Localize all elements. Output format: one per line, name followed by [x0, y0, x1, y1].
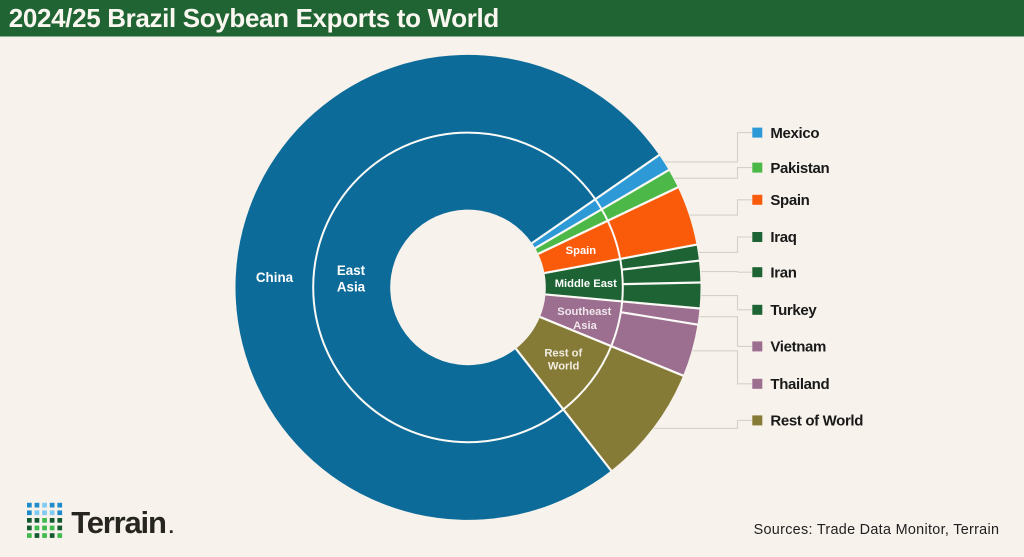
svg-text:Asia: Asia [337, 279, 366, 294]
svg-text:World: World [548, 361, 580, 373]
svg-text:East: East [337, 263, 366, 278]
svg-text:Iran: Iran [770, 264, 796, 281]
svg-text:Terrain: Terrain [71, 505, 166, 540]
svg-text:Spain: Spain [566, 245, 597, 257]
svg-text:Sources: Trade Data Monitor, T: Sources: Trade Data Monitor, Terrain [754, 522, 1000, 538]
svg-text:Asia: Asia [573, 320, 597, 332]
svg-text:Rest of World: Rest of World [770, 413, 863, 430]
svg-text:Turkey: Turkey [770, 302, 817, 319]
svg-text:Vietnam: Vietnam [770, 339, 826, 356]
svg-text:China: China [256, 270, 294, 285]
svg-text:Pakistan: Pakistan [770, 160, 829, 177]
svg-text:Rest of: Rest of [544, 347, 582, 359]
svg-text:Mexico: Mexico [770, 125, 819, 142]
svg-text:Middle East: Middle East [555, 278, 617, 290]
svg-text:Southeast: Southeast [557, 306, 611, 318]
svg-text:2024/25 Brazil Soybean Exports: 2024/25 Brazil Soybean Exports to World [9, 3, 499, 33]
svg-text:Thailand: Thailand [770, 376, 829, 393]
svg-text:Spain: Spain [770, 192, 809, 209]
svg-text:Iraq: Iraq [770, 229, 796, 246]
